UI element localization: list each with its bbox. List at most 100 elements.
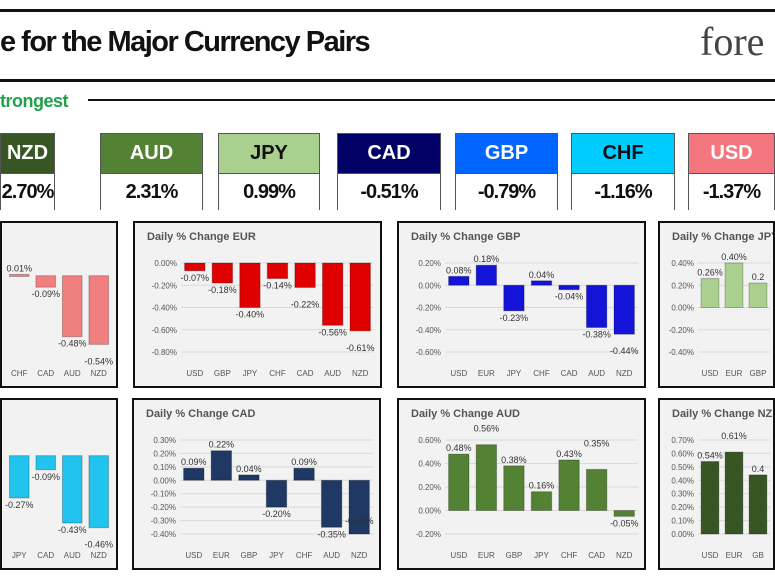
y-tick-label: -0.40% bbox=[152, 304, 177, 313]
logo: fore bbox=[700, 19, 765, 64]
chart-title: Daily % Change EUR bbox=[147, 231, 256, 243]
bar bbox=[35, 455, 57, 471]
currency-change: -0.79% bbox=[456, 173, 557, 211]
bar bbox=[530, 491, 553, 511]
y-tick-label: 0.30% bbox=[153, 436, 176, 445]
bar bbox=[61, 455, 83, 524]
chart-title: Daily % Change NZ bbox=[672, 408, 773, 420]
x-tick-label: NZD bbox=[352, 369, 369, 378]
data-label: -0.61% bbox=[346, 343, 375, 353]
x-tick-label: USD bbox=[702, 369, 719, 378]
chart-panel: Daily % Change AUD 0.60% 0.40% 0.20% 0.00% -0… bbox=[397, 398, 646, 570]
bar bbox=[61, 275, 83, 338]
currency-code: CHF bbox=[572, 134, 674, 173]
chart-title: Daily % Change CAD bbox=[146, 408, 255, 420]
bar bbox=[748, 282, 768, 309]
chart-title: Daily % Change AUD bbox=[411, 408, 520, 420]
x-tick-label: AUD bbox=[323, 551, 340, 560]
y-tick-label: -0.20% bbox=[152, 281, 177, 290]
data-label: 0.61% bbox=[721, 431, 747, 441]
chart-panel: Daily % Change NZ 0.70% 0.60% 0.50% 0.40% 0.3… bbox=[658, 398, 775, 570]
bar bbox=[585, 468, 608, 511]
x-tick-label: USD bbox=[186, 369, 203, 378]
y-tick-label: -0.80% bbox=[152, 348, 177, 357]
currency-box-cad: CAD -0.51% bbox=[337, 133, 441, 211]
bar bbox=[8, 455, 30, 499]
y-tick-label: 0.60% bbox=[671, 449, 694, 458]
bar bbox=[293, 467, 315, 481]
y-tick-label: 0.40% bbox=[418, 460, 441, 469]
y-tick-label: -0.30% bbox=[151, 517, 176, 526]
x-tick-label: GBP bbox=[750, 369, 767, 378]
y-tick-label: -0.20% bbox=[669, 326, 694, 335]
chart-panel: Daily % Change GBP 0.20% 0.00% -0.20% -0.40%… bbox=[397, 221, 646, 388]
data-label: -0.56% bbox=[318, 327, 347, 337]
bar bbox=[321, 262, 344, 326]
currency-code: USD bbox=[689, 134, 774, 173]
x-tick-label: NZD bbox=[91, 369, 108, 378]
currency-change: -0.51% bbox=[338, 173, 440, 211]
bar bbox=[558, 459, 580, 511]
data-label: 0.2 bbox=[752, 272, 765, 282]
currency-box-chf: CHF -1.16% bbox=[571, 133, 675, 211]
x-tick-label: NZD bbox=[616, 551, 633, 560]
bar bbox=[558, 284, 580, 291]
bar bbox=[8, 273, 30, 277]
data-label: -0.46% bbox=[84, 540, 113, 550]
bar-chart: Daily % Change NZ 0.70% 0.60% 0.50% 0.40% 0.3… bbox=[671, 408, 773, 560]
x-tick-label: CHF bbox=[533, 369, 550, 378]
data-label: 0.48% bbox=[446, 443, 472, 453]
data-label: -0.22% bbox=[291, 299, 320, 309]
y-tick-label: 0.20% bbox=[418, 259, 441, 268]
data-label: -0.35% bbox=[317, 529, 346, 539]
section-rule bbox=[88, 99, 775, 101]
bar bbox=[448, 453, 470, 511]
y-tick-label: 0.30% bbox=[671, 490, 694, 499]
bar bbox=[238, 474, 260, 481]
x-tick-label: CHF bbox=[296, 551, 313, 560]
x-tick-label: GB bbox=[752, 551, 764, 560]
data-label: -0.44% bbox=[610, 346, 639, 356]
bar bbox=[700, 278, 720, 308]
bar bbox=[448, 275, 470, 286]
currency-code: AUD bbox=[101, 134, 202, 173]
data-label: 0.56% bbox=[474, 424, 500, 434]
data-label: 0.40% bbox=[721, 252, 747, 262]
chart-panel: Daily % Change EUR 0.00% -0.20% -0.40% -0.60… bbox=[133, 221, 382, 388]
page-title: e for the Major Currency Pairs bbox=[0, 26, 371, 58]
data-label: 0.09% bbox=[181, 457, 207, 467]
x-tick-label: CAD bbox=[37, 369, 54, 378]
data-label: 0.04% bbox=[529, 270, 555, 280]
bar bbox=[585, 284, 608, 329]
y-tick-label: 0.00% bbox=[671, 304, 694, 313]
bar bbox=[88, 455, 110, 529]
y-tick-label: 0.00% bbox=[154, 259, 177, 268]
bar bbox=[724, 451, 744, 535]
data-label: -0.04% bbox=[555, 292, 584, 302]
currency-change: 2.70% bbox=[1, 173, 54, 211]
data-label: -0.09% bbox=[31, 472, 60, 482]
data-label: -0.09% bbox=[31, 289, 60, 299]
y-tick-label: 0.00% bbox=[153, 476, 176, 485]
bar bbox=[613, 284, 635, 335]
bar-chart: Daily % Change GBP 0.20% 0.00% -0.20% -0.40%… bbox=[411, 231, 639, 378]
y-tick-label: -0.20% bbox=[416, 304, 441, 313]
y-tick-label: 0.10% bbox=[671, 517, 694, 526]
y-tick-label: -0.40% bbox=[669, 348, 694, 357]
currency-code: GBP bbox=[456, 134, 557, 173]
bar-chart: CHF CAD AUD NZD 0.01% -0.09% -0.48% -0.54% bbox=[6, 263, 113, 378]
x-tick-label: CAD bbox=[297, 369, 314, 378]
y-tick-label: 0.00% bbox=[418, 507, 441, 516]
bar bbox=[348, 479, 370, 535]
bar bbox=[724, 262, 744, 308]
data-label: 0.35% bbox=[584, 438, 610, 448]
bar bbox=[239, 262, 261, 308]
top-rule bbox=[0, 9, 775, 12]
y-tick-label: -0.40% bbox=[416, 326, 441, 335]
y-tick-label: 0.00% bbox=[671, 530, 694, 539]
x-tick-label: GBP bbox=[505, 551, 522, 560]
y-tick-label: -0.10% bbox=[151, 490, 176, 499]
data-label: -0.43% bbox=[58, 525, 87, 535]
bar-chart: Daily % Change JPY 0.40% 0.20% 0.00% -0.20% -… bbox=[669, 231, 773, 378]
bar bbox=[475, 444, 498, 512]
